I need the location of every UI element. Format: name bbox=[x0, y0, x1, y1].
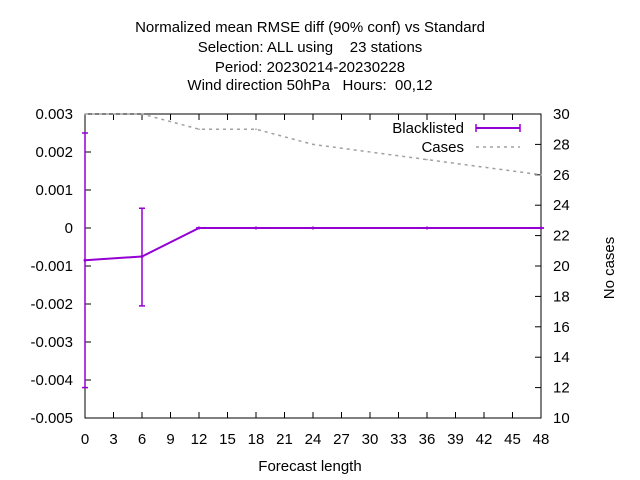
y2-tick-label: 22 bbox=[553, 228, 570, 245]
y-axis-left: 0.003 0.002 0.001 0 -0.001 -0.002 -0.003 -0.004… bbox=[30, 106, 91, 427]
y2-tick-label: 20 bbox=[553, 258, 570, 275]
x-tick-label: 3 bbox=[109, 431, 117, 448]
title-line-1: Normalized mean RMSE diff (90% conf) vs … bbox=[135, 19, 485, 36]
legend: Blacklisted Cases bbox=[392, 120, 521, 156]
point-blacklisted bbox=[140, 255, 144, 258]
point-blacklisted bbox=[254, 226, 258, 230]
point-cases bbox=[426, 158, 428, 161]
x-axis: 0 3 6 9 12 15 18 21 24 27 30 33 36 39 42 45 48 bbox=[81, 114, 550, 448]
x-tick-label: 24 bbox=[305, 431, 322, 448]
point-blacklisted bbox=[311, 226, 315, 230]
y-tick-label: 0.001 bbox=[35, 182, 73, 199]
y-axis-right: 30 28 26 24 22 20 18 16 14 12 10 bbox=[535, 106, 570, 427]
x-tick-label: 9 bbox=[166, 431, 174, 448]
x-tick-label: 48 bbox=[533, 431, 550, 448]
y2-tick-label: 16 bbox=[553, 319, 570, 336]
y-tick-label: 0.003 bbox=[35, 106, 73, 123]
y2-axis-label: No cases bbox=[601, 237, 618, 300]
title-line-3: Period: 20230214-20230228 bbox=[215, 59, 405, 76]
chart-title: Normalized mean RMSE diff (90% conf) vs … bbox=[135, 19, 485, 94]
point-blacklisted bbox=[83, 258, 87, 262]
y2-tick-label: 10 bbox=[553, 410, 570, 427]
y-tick-label: -0.003 bbox=[30, 334, 73, 351]
point-blacklisted bbox=[425, 226, 429, 230]
y2-tick-label: 12 bbox=[553, 380, 570, 397]
point-cases bbox=[84, 113, 86, 115]
x-tick-label: 33 bbox=[390, 431, 407, 448]
x-tick-label: 0 bbox=[81, 431, 89, 448]
y2-tick-label: 24 bbox=[553, 197, 570, 214]
y-tick-label: -0.002 bbox=[30, 296, 73, 313]
x-tick-label: 15 bbox=[219, 431, 236, 448]
legend-swatch-blacklisted bbox=[475, 124, 521, 132]
x-tick-label: 36 bbox=[419, 431, 436, 448]
x-tick-label: 6 bbox=[138, 431, 146, 448]
x-tick-label: 42 bbox=[476, 431, 493, 448]
title-line-2: Selection: ALL using 23 stations bbox=[198, 39, 423, 56]
point-cases bbox=[141, 113, 143, 115]
x-tick-label: 30 bbox=[362, 431, 379, 448]
x-tick-label: 39 bbox=[447, 431, 464, 448]
y-tick-label: -0.005 bbox=[30, 410, 73, 427]
y2-tick-label: 30 bbox=[553, 106, 570, 123]
point-cases bbox=[255, 128, 257, 130]
point-cases bbox=[198, 128, 200, 130]
legend-label-blacklisted: Blacklisted bbox=[392, 120, 464, 137]
series-layer bbox=[82, 113, 544, 389]
x-tick-label: 18 bbox=[248, 431, 265, 448]
y-tick-label: -0.004 bbox=[30, 372, 73, 389]
point-blacklisted bbox=[539, 226, 543, 230]
x-tick-label: 45 bbox=[504, 431, 521, 448]
x-axis-label: Forecast length bbox=[258, 458, 361, 475]
y-tick-label: 0.002 bbox=[35, 144, 73, 161]
legend-label-cases: Cases bbox=[421, 139, 464, 156]
y-tick-label: 0 bbox=[65, 220, 73, 237]
x-tick-label: 21 bbox=[276, 431, 293, 448]
point-cases bbox=[312, 143, 314, 146]
series-line-blacklisted bbox=[84, 227, 541, 262]
point-cases bbox=[540, 174, 542, 176]
y2-tick-label: 26 bbox=[553, 167, 570, 184]
y2-tick-label: 18 bbox=[553, 288, 570, 305]
point-blacklisted bbox=[197, 226, 201, 230]
x-tick-label: 27 bbox=[333, 431, 350, 448]
plot-frame bbox=[84, 113, 542, 419]
y-tick-label: -0.001 bbox=[30, 258, 73, 275]
y2-tick-label: 14 bbox=[553, 349, 570, 366]
title-line-4: Wind direction 50hPa Hours: 00,12 bbox=[187, 77, 432, 94]
y2-tick-label: 28 bbox=[553, 136, 570, 153]
x-tick-label: 12 bbox=[191, 431, 208, 448]
